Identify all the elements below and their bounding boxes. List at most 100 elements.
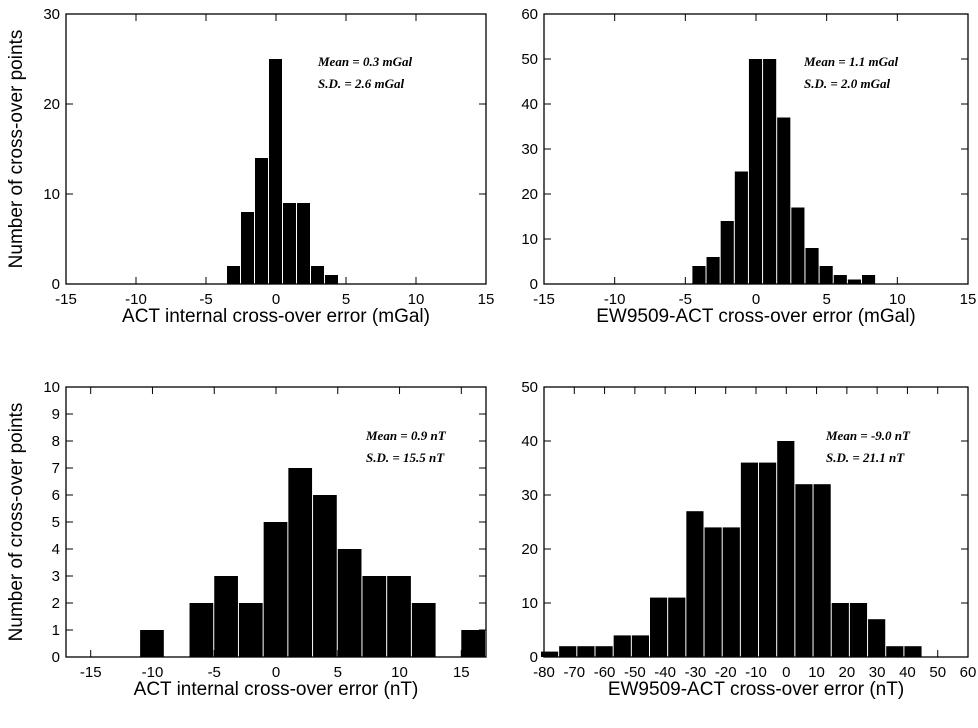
histogram-bar [862,275,875,284]
x-tick-label: 15 [478,291,495,308]
histogram-bar [255,158,268,284]
x-tick-label: -80 [533,664,555,681]
y-axis-label: Number of cross-over points [6,403,27,642]
histogram-bar [362,576,386,657]
histogram-bar [288,468,312,657]
y-tick-label: 1 [52,622,60,639]
histogram-bar [264,522,288,657]
x-tick-label: -70 [563,664,585,681]
x-tick-label: 60 [960,664,977,681]
histogram-bar [338,549,362,657]
histogram-bar [820,266,833,284]
histogram-bar [848,280,861,285]
y-tick-label: 0 [530,649,538,666]
y-tick-label: 10 [43,186,60,203]
histogram-bar [297,203,310,284]
y-tick-label: 50 [521,379,538,396]
histogram-bar [723,527,740,657]
histogram-bar [763,59,776,284]
mean-annotation: Mean = -9.0 nT [825,428,911,443]
histogram-bar [313,495,337,657]
sd-annotation: S.D. = 2.0 mGal [804,76,891,91]
histogram-bar [814,484,831,657]
y-tick-label: 30 [521,141,538,158]
y-axis-label: Number of cross-over points [6,30,27,269]
y-tick-label: 10 [521,595,538,612]
x-tick-label: -15 [533,291,555,308]
histogram-bar [311,266,324,284]
histogram-bar [834,275,847,284]
y-tick-label: 20 [521,186,538,203]
y-tick-label: 10 [521,231,538,248]
x-axis-label: ACT internal cross-over error (mGal) [122,306,430,327]
mean-annotation: Mean = 0.9 nT [365,428,447,443]
y-tick-label: 60 [521,6,538,23]
histogram-bar [190,603,214,657]
histogram-bar [461,630,485,657]
histogram-bar [777,441,794,657]
y-tick-label: 7 [52,460,60,477]
y-tick-label: 2 [52,595,60,612]
histogram-bar [759,463,776,657]
histogram-panel-4: -80 -70 -60 -50 -40 -30 -20 -10 0 10 20 30 40 50 60 0 10… [521,379,976,700]
histogram-bar [577,646,594,657]
y-tick-label: 20 [43,96,60,113]
histogram-bar [791,208,804,285]
sd-annotation: S.D. = 21.1 nT [826,450,905,465]
y-tick-label: 30 [521,487,538,504]
y-tick-label: 4 [52,541,60,558]
histogram-bar [686,511,703,657]
mean-annotation: Mean = 1.1 mGal [803,54,898,69]
histogram-bar [650,598,667,657]
histogram-bar [241,212,254,284]
histogram-bar [559,646,576,657]
y-tick-label: 0 [530,276,538,293]
x-tick-label: 15 [453,664,470,681]
y-tick-label: 40 [521,96,538,113]
sd-annotation: S.D. = 2.6 mGal [318,76,405,91]
histogram-bar [735,172,748,285]
x-axis-label: EW9509-ACT cross-over error (mGal) [596,306,916,327]
histogram-bar [749,59,762,284]
x-axis-label: ACT internal cross-over error (nT) [134,679,419,700]
histogram-bar [795,484,812,657]
histogram-bar [325,275,338,284]
histogram-bar [412,603,436,657]
x-axis-label: EW9509-ACT cross-over error (nT) [608,679,904,700]
y-tick-label: 6 [52,487,60,504]
y-tick-label: 20 [521,541,538,558]
x-tick-label: -15 [55,291,77,308]
y-tick-label: 0 [52,276,60,293]
y-tick-label: 10 [43,379,60,396]
sd-annotation: S.D. = 15.5 nT [366,450,445,465]
y-tick-label: 40 [521,433,538,450]
x-tick-label: 50 [929,664,946,681]
y-tick-label: 9 [52,406,60,423]
histogram-bar [692,266,705,284]
y-tick-label: 8 [52,433,60,450]
x-tick-label: 15 [960,291,977,308]
y-tick-label: 3 [52,568,60,585]
histogram-panel-1: -15 -10 -5 0 5 10 15 0 10 20 30 ACT internal cross-… [6,6,494,327]
histogram-bar [614,635,631,657]
histogram-bar [832,603,849,657]
y-tick-label: 5 [52,514,60,531]
histogram-bar [721,221,734,284]
histogram-bar [707,257,720,284]
histogram-bar [227,266,240,284]
histogram-bar [269,59,282,284]
histogram-bar [705,527,722,657]
histogram-bar [850,603,867,657]
histogram-bar [283,203,296,284]
y-tick-label: 0 [52,649,60,666]
histogram-panel-2: -15 -10 -5 0 5 10 150102030405060EW9509-ACT cr… [521,6,976,327]
y-tick-label: 30 [43,6,60,23]
x-tick-label: -15 [80,664,102,681]
histogram-bar [239,603,263,657]
histogram-bar [668,598,685,657]
histogram-bar [777,118,790,285]
y-tick-label: 50 [521,51,538,68]
histogram-bar [805,248,818,284]
